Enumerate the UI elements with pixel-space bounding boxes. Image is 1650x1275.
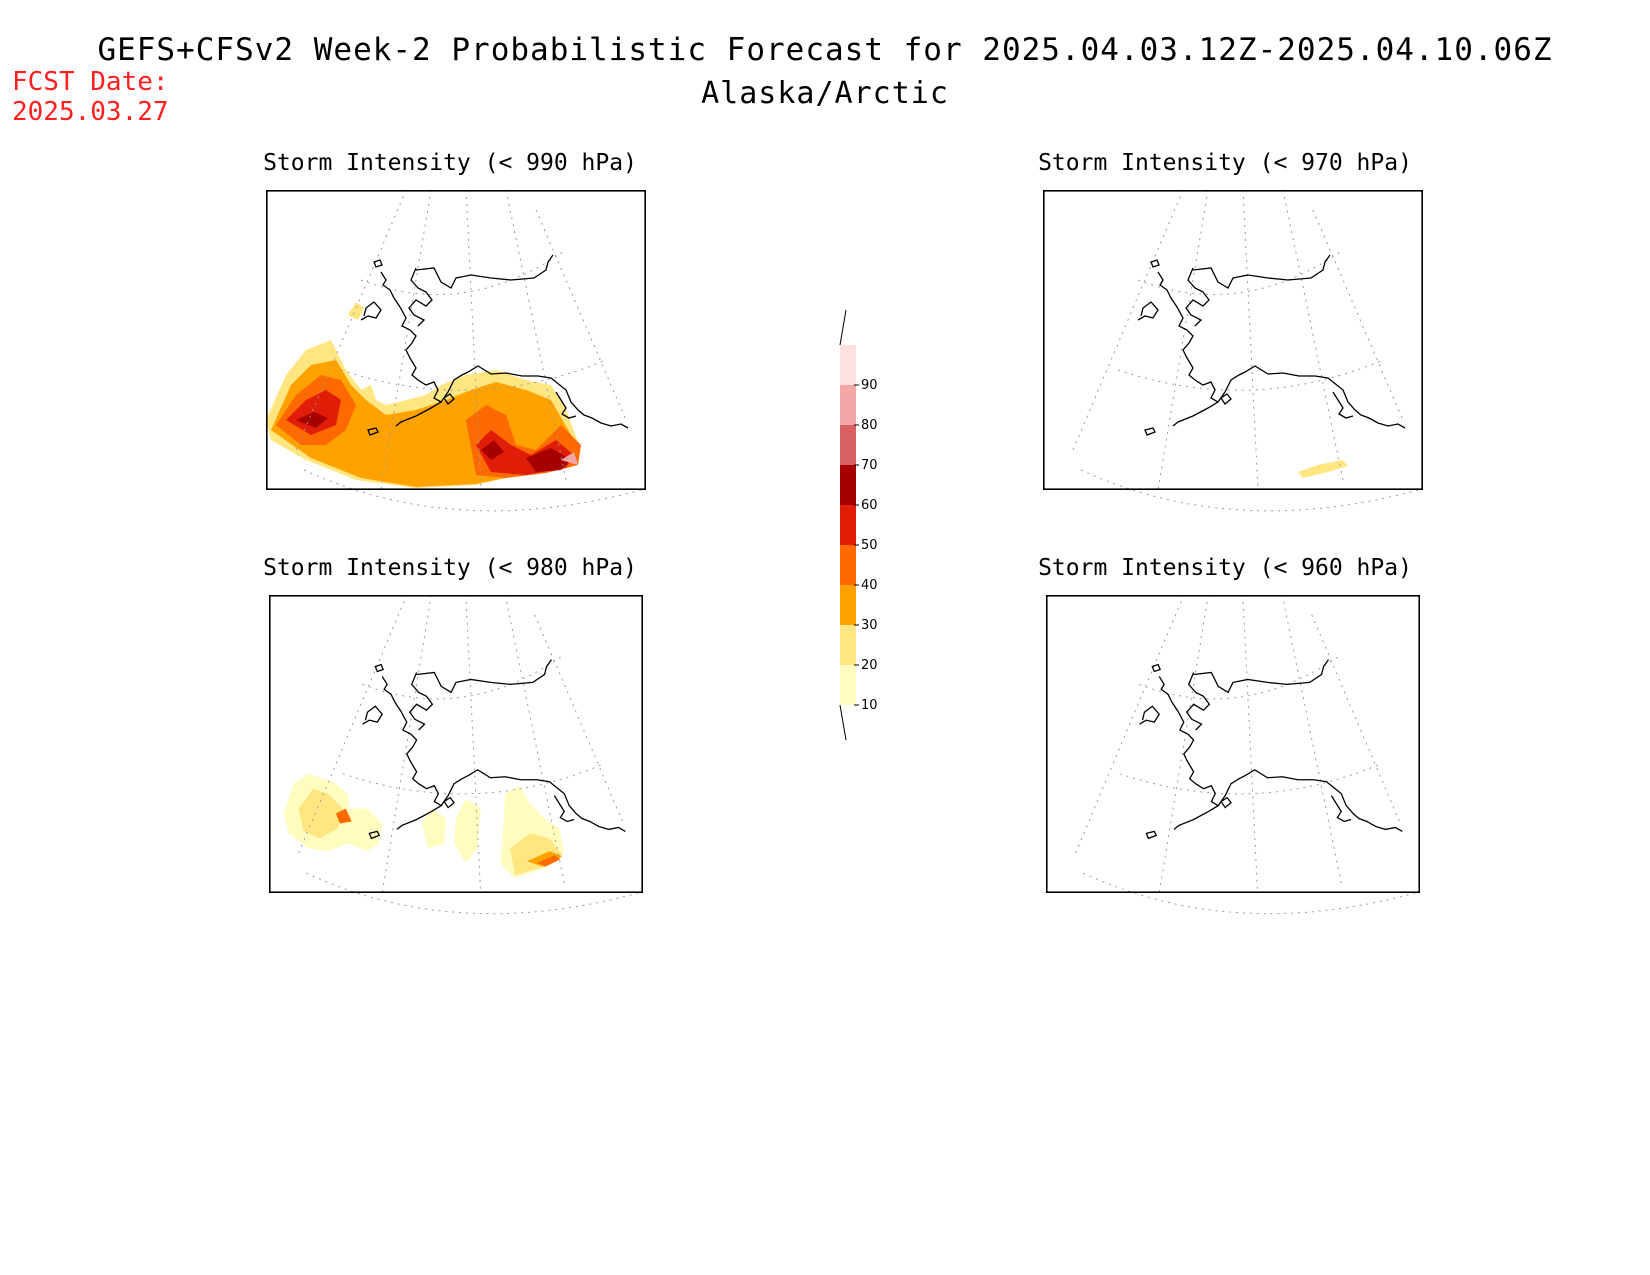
colorbar-swatch xyxy=(840,385,856,425)
probability-shading-980 xyxy=(283,773,565,879)
colorbar-tick-label: 50 xyxy=(861,538,878,553)
probability-colorbar: 10 20 30 40 50 60 70 80 90 xyxy=(839,309,878,741)
colorbar-tick-label: 10 xyxy=(861,698,878,713)
colorbar-swatch xyxy=(840,465,856,505)
map-panel-960 xyxy=(1046,594,1420,915)
forecast-title: GEFS+CFSv2 Week-2 Probabilistic Forecast… xyxy=(97,32,1553,68)
colorbar-tick-label: 60 xyxy=(861,498,878,513)
colorbar-swatch xyxy=(840,345,856,385)
fcst-date-value: 2025.03.27 xyxy=(12,97,169,127)
colorbar-tick-label: 20 xyxy=(861,658,878,673)
map-panel-970 xyxy=(1043,189,1423,512)
colorbar-bottom-cap xyxy=(839,704,847,741)
colorbar-swatch xyxy=(840,585,856,625)
colorbar-swatch xyxy=(840,425,856,465)
region-subtitle: Alaska/Arctic xyxy=(701,76,949,111)
colorbar-tick-label: 70 xyxy=(861,458,878,473)
colorbar-swatch xyxy=(840,505,856,545)
probability-shading-970 xyxy=(1298,460,1348,478)
colorbar-tick-label: 40 xyxy=(861,578,878,593)
colorbar-swatch xyxy=(840,545,856,585)
colorbar-swatch xyxy=(840,625,856,665)
panel-title-960: Storm Intensity (< 960 hPa) xyxy=(1038,555,1412,581)
fcst-date-label: FCST Date: xyxy=(12,67,169,97)
map-panel-990 xyxy=(266,189,646,512)
probability-shading-990 xyxy=(266,302,581,488)
colorbar-top-cap xyxy=(839,309,847,346)
colorbar-tick-label: 90 xyxy=(861,378,878,393)
panel-title-980: Storm Intensity (< 980 hPa) xyxy=(263,555,637,581)
colorbar-swatch xyxy=(840,665,856,705)
panel-title-970: Storm Intensity (< 970 hPa) xyxy=(1038,150,1412,176)
panel-title-990: Storm Intensity (< 990 hPa) xyxy=(263,150,637,176)
colorbar-tick-label: 30 xyxy=(861,618,878,633)
colorbar-tick-label: 80 xyxy=(861,418,878,433)
map-panel-980 xyxy=(269,594,643,915)
